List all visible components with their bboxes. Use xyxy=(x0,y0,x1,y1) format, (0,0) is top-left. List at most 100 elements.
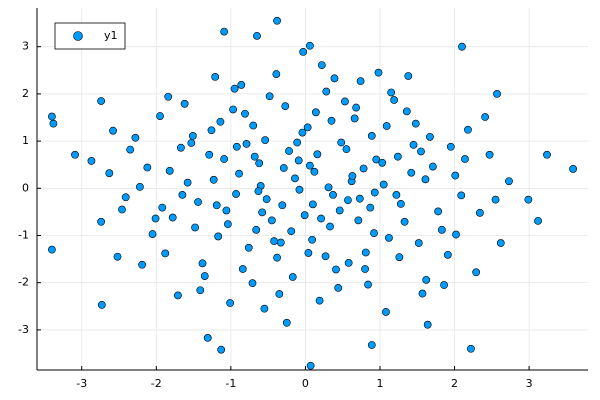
point xyxy=(485,150,494,159)
legend-label: y1 xyxy=(104,29,118,42)
point xyxy=(342,145,351,154)
point xyxy=(148,230,157,238)
point xyxy=(48,112,56,121)
point xyxy=(366,203,375,212)
point xyxy=(352,103,361,112)
point xyxy=(496,239,505,247)
point xyxy=(200,272,209,280)
point xyxy=(191,223,199,232)
point xyxy=(216,117,225,126)
point xyxy=(178,190,187,199)
point xyxy=(423,320,432,329)
points xyxy=(48,16,577,370)
point xyxy=(329,190,337,199)
point xyxy=(317,61,326,70)
point xyxy=(105,169,114,178)
point xyxy=(446,142,455,151)
point xyxy=(348,172,357,180)
point xyxy=(255,159,264,168)
point xyxy=(226,299,235,307)
point xyxy=(356,77,365,86)
point xyxy=(451,171,460,180)
point xyxy=(308,235,317,244)
point xyxy=(295,185,304,194)
legend-marker xyxy=(73,31,83,41)
x-tick-label: 0 xyxy=(302,377,309,390)
point xyxy=(188,132,197,140)
y-tick-label: -1 xyxy=(18,228,29,241)
point xyxy=(211,73,220,81)
point xyxy=(367,132,376,140)
point xyxy=(308,200,317,209)
point xyxy=(261,136,270,145)
point xyxy=(118,205,126,214)
point xyxy=(458,42,466,51)
point xyxy=(378,158,387,167)
point xyxy=(300,211,309,220)
point xyxy=(285,147,293,155)
point xyxy=(174,291,182,300)
point xyxy=(491,195,500,204)
point xyxy=(207,126,216,135)
point xyxy=(344,258,353,267)
point xyxy=(443,250,452,259)
point xyxy=(198,259,207,268)
point xyxy=(440,281,448,289)
y-tick-label: 0 xyxy=(22,181,29,194)
point xyxy=(87,157,96,165)
point xyxy=(374,68,383,77)
point xyxy=(212,201,221,210)
point xyxy=(205,150,214,159)
point xyxy=(385,233,393,242)
point xyxy=(131,133,140,142)
point xyxy=(330,74,339,83)
point xyxy=(143,163,152,172)
y-tick-label: 1 xyxy=(22,134,29,147)
point xyxy=(337,138,346,147)
point xyxy=(390,96,399,104)
point xyxy=(291,174,299,183)
point xyxy=(229,105,237,114)
point xyxy=(265,92,274,101)
point xyxy=(404,72,413,80)
point xyxy=(183,178,192,187)
point xyxy=(165,166,174,175)
point xyxy=(273,16,281,25)
point xyxy=(370,188,379,197)
point xyxy=(402,107,411,116)
point xyxy=(426,132,434,141)
point xyxy=(273,253,281,262)
point xyxy=(543,150,551,159)
point xyxy=(396,199,405,208)
point xyxy=(354,216,363,225)
point xyxy=(232,142,241,151)
point xyxy=(279,164,288,172)
point xyxy=(311,108,320,117)
point xyxy=(244,243,253,252)
point xyxy=(282,318,291,327)
point xyxy=(317,214,325,223)
point xyxy=(370,229,378,238)
point xyxy=(421,175,430,184)
point xyxy=(278,201,287,210)
point xyxy=(260,304,269,313)
point xyxy=(392,190,401,199)
point xyxy=(196,286,205,295)
point xyxy=(217,345,226,354)
point xyxy=(411,119,420,128)
x-tick-label: 1 xyxy=(376,377,383,390)
point xyxy=(209,175,218,184)
point xyxy=(417,147,425,156)
point xyxy=(372,155,381,164)
point xyxy=(407,168,416,177)
point xyxy=(305,161,314,170)
point xyxy=(223,220,232,229)
point xyxy=(335,206,344,215)
point xyxy=(304,249,313,257)
point xyxy=(222,206,231,215)
point xyxy=(505,177,513,186)
point xyxy=(569,165,577,173)
point xyxy=(241,109,249,118)
